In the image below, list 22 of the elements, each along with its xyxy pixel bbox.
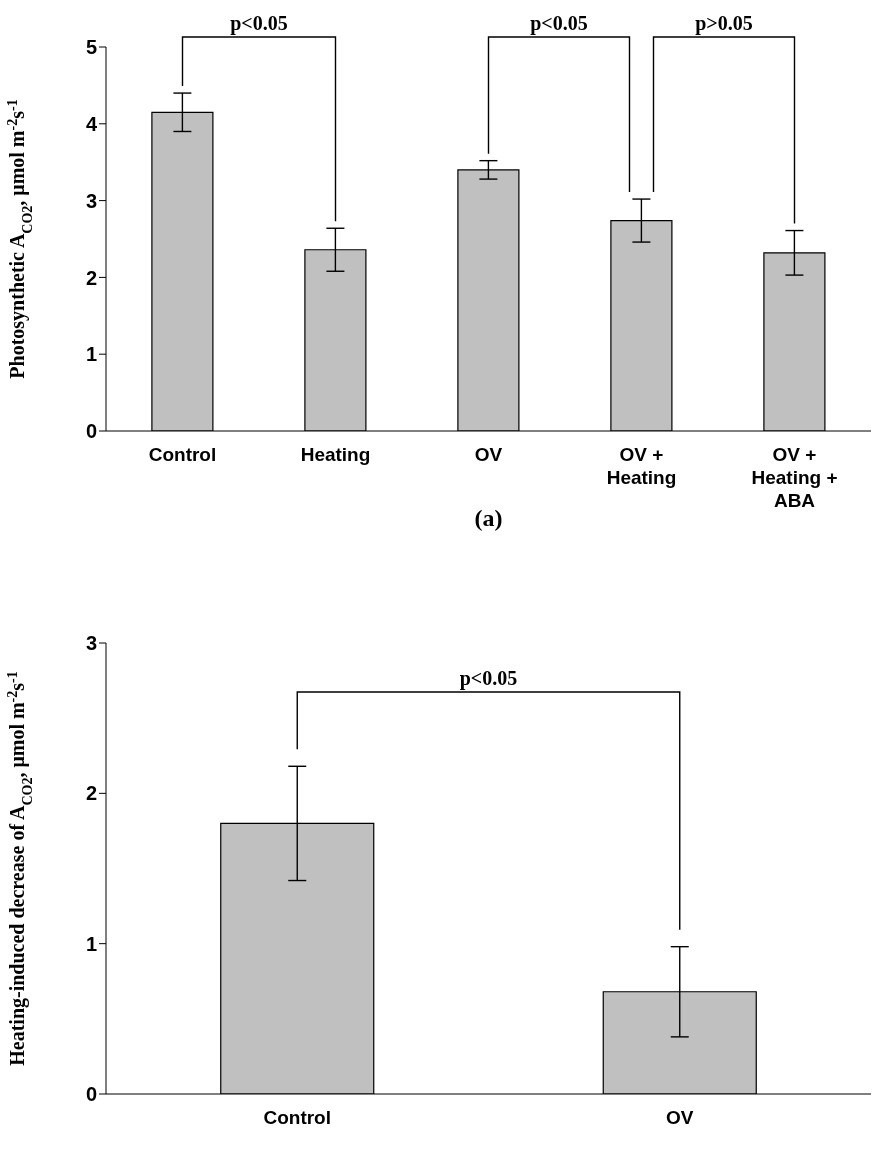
y-tick-label: 5 — [85, 36, 97, 59]
x-tick-label: OV + Heating — [606, 444, 677, 488]
y-tick-label: 3 — [85, 632, 97, 655]
text: p<0.05 — [230, 12, 288, 35]
y-tick-label: 1 — [85, 343, 97, 366]
y-tick-label: 0 — [85, 1083, 97, 1106]
x-tick-label: Control — [148, 444, 217, 465]
x-tick-label: OV + Heating + ABA — [751, 444, 838, 511]
y-tick-label: 3 — [85, 189, 97, 212]
y-tick-label: 4 — [85, 112, 98, 135]
y-tick-label: 2 — [85, 782, 97, 805]
text: (a) — [474, 505, 503, 531]
annotation: p<0.05 — [459, 667, 518, 690]
y-tick-label: 0 — [85, 420, 97, 443]
x-tick-label: Control — [263, 1107, 332, 1128]
y-tick-label: 1 — [85, 932, 97, 955]
text: p<0.05 — [530, 12, 588, 35]
text: p>0.05 — [695, 12, 753, 35]
x-tick-label: Heating — [300, 444, 371, 465]
x-tick-label: OV — [666, 1107, 694, 1128]
x-tick-label: OV — [474, 444, 503, 465]
y-tick-label: 2 — [85, 266, 97, 289]
